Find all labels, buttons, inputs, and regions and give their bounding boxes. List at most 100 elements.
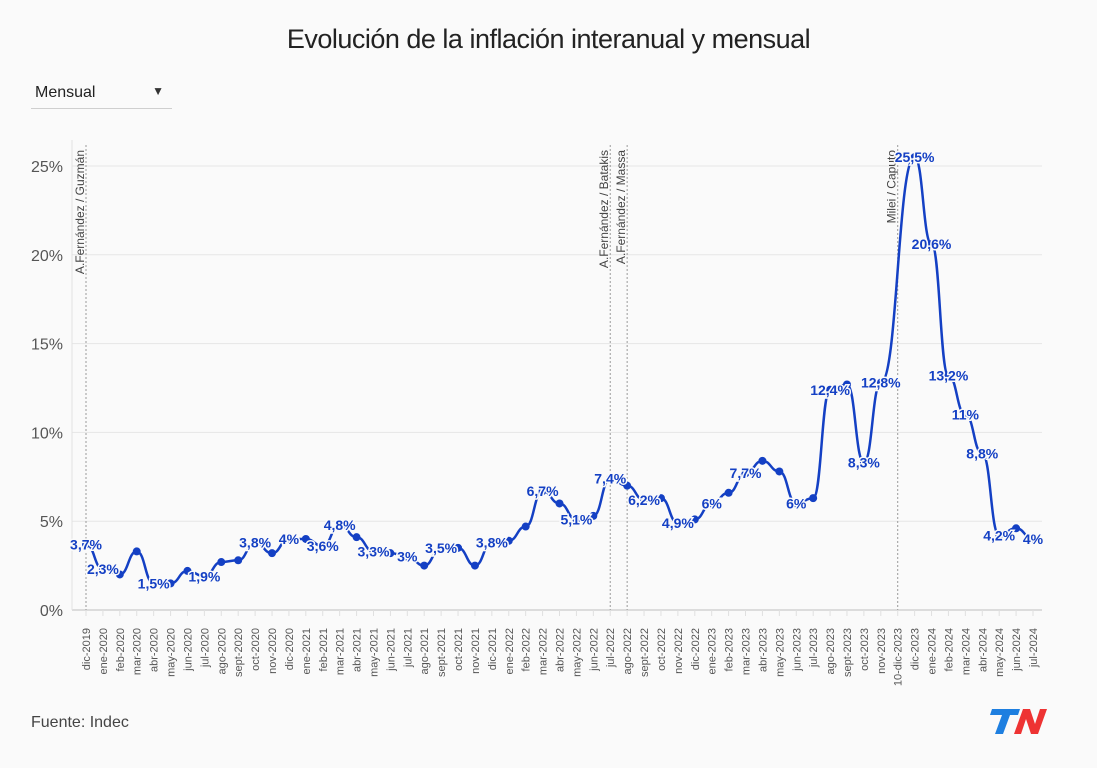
data-label: 20,6% [912, 236, 952, 252]
x-tick-label: may-2022 [571, 628, 583, 677]
data-label: 4% [1023, 531, 1044, 547]
data-point [826, 385, 835, 394]
data-label: 7,7% [730, 465, 762, 481]
x-tick-label: may-2020 [166, 628, 178, 677]
data-label: 6,2% [628, 492, 660, 508]
dropdown-selected-value: Mensual [35, 84, 96, 101]
data-point [234, 556, 243, 565]
data-point [166, 579, 175, 588]
data-point [623, 481, 632, 490]
data-point [115, 570, 124, 579]
data-point [690, 515, 699, 524]
data-point [318, 542, 327, 551]
x-tick-label: abr-2022 [555, 628, 567, 672]
data-point [724, 488, 733, 497]
data-label: 5,1% [560, 511, 592, 527]
data-point [504, 536, 513, 545]
x-tick-label: jul-2021 [402, 628, 414, 668]
data-point [792, 499, 801, 508]
x-tick-label: nov-2022 [673, 628, 685, 674]
data-point [741, 469, 750, 478]
data-point [842, 380, 851, 389]
data-point [606, 474, 615, 483]
data-label: 3% [397, 549, 418, 565]
data-point [640, 495, 649, 504]
data-point [149, 579, 158, 588]
x-tick-label: ago-2022 [622, 628, 634, 675]
data-point [352, 533, 361, 542]
data-label: 6,7% [527, 483, 559, 499]
x-tick-label: nov-2021 [470, 628, 482, 674]
data-label: 12,8% [861, 375, 901, 391]
x-tick-label: jul-2022 [605, 628, 617, 668]
data-point [200, 572, 209, 581]
data-label: 4% [279, 531, 300, 547]
x-tick-label: jun-2023 [791, 628, 803, 672]
data-label: 1,5% [138, 575, 170, 591]
x-tick-label: ene-2021 [301, 628, 313, 675]
data-label: 3,7% [70, 536, 102, 552]
data-point [1029, 534, 1037, 543]
data-point [538, 487, 547, 496]
x-tick-label: feb-2024 [943, 628, 955, 671]
x-tick-label: mar-2020 [132, 628, 144, 675]
annotation-label: A.Fernández / Massa [614, 150, 628, 264]
data-point [268, 549, 277, 558]
x-tick-label: ene-2023 [707, 628, 719, 675]
x-tick-label: mar-2023 [741, 628, 753, 675]
y-tick-label: 5% [40, 514, 63, 531]
x-tick-label: jul-2024 [1028, 628, 1040, 668]
caret-down-icon: ▼ [152, 84, 164, 98]
data-point [1012, 524, 1021, 533]
x-tick-label: oct-2023 [859, 628, 871, 671]
data-point [335, 520, 344, 529]
data-point [437, 543, 446, 552]
data-label: 6% [786, 495, 807, 511]
x-tick-label: dic-2020 [284, 628, 296, 670]
x-tick-label: ago-2023 [825, 628, 837, 675]
data-point [217, 558, 226, 567]
x-tick-label: 10-dic-2023 [893, 628, 905, 686]
x-tick-label: abr-2023 [757, 628, 769, 672]
x-tick-label: feb-2021 [318, 628, 330, 671]
x-tick-label: ene-2022 [504, 628, 516, 675]
x-tick-label: dic-2022 [690, 628, 702, 670]
x-tick-label: nov-2023 [876, 628, 888, 674]
data-label: 25,5% [895, 149, 935, 165]
data-point [859, 458, 868, 467]
x-tick-label: dic-2019 [81, 628, 93, 670]
frequency-dropdown[interactable]: Mensual ▼ [31, 80, 172, 109]
x-tick-label: dic-2023 [910, 628, 922, 670]
annotation-label: Milei / Caputo [885, 150, 899, 224]
data-point [995, 531, 1004, 540]
data-point [521, 522, 530, 531]
x-tick-label: feb-2023 [724, 628, 736, 671]
data-label: 4,9% [662, 515, 694, 531]
data-point [978, 449, 987, 458]
data-point [961, 410, 970, 419]
y-tick-label: 20% [31, 248, 63, 265]
y-tick-label: 15% [31, 337, 63, 354]
x-tick-label: ene-2024 [927, 628, 939, 675]
y-tick-label: 0% [40, 603, 63, 620]
data-label: 8,8% [966, 446, 998, 462]
x-tick-label: mar-2022 [538, 628, 550, 675]
data-label: 2,3% [87, 561, 119, 577]
x-tick-label: jun-2020 [182, 628, 194, 672]
data-point [369, 547, 378, 556]
x-tick-label: sept-2020 [233, 628, 245, 677]
data-label: 4,8% [324, 517, 356, 533]
data-label: 3,8% [239, 535, 271, 551]
x-tick-label: may-2024 [994, 628, 1006, 677]
x-tick-label: feb-2022 [521, 628, 533, 671]
data-label: 1,9% [188, 568, 220, 584]
x-tick-label: may-2023 [774, 628, 786, 677]
data-point [555, 499, 564, 508]
data-label: 8,3% [848, 455, 880, 471]
data-point [420, 561, 429, 570]
y-tick-label: 25% [31, 159, 63, 176]
x-tick-label: ago-2020 [216, 628, 228, 675]
data-point [284, 534, 293, 543]
x-tick-label: oct-2020 [250, 628, 262, 671]
